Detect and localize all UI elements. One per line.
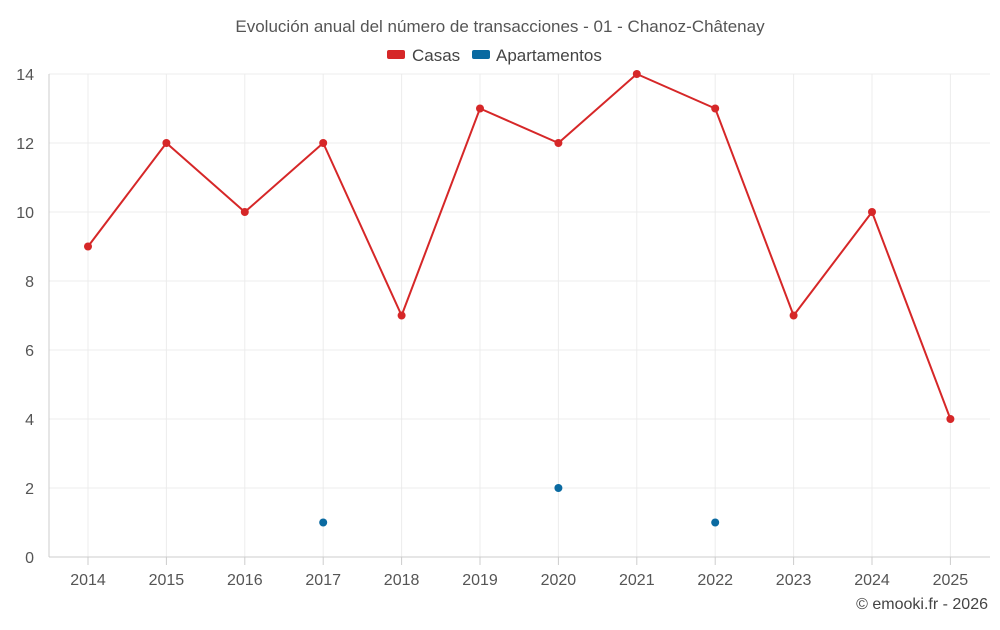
- axes: 0 2 4 6 8 10 12 14 2014 2015 2016 2017 2018 2019 2020 2…: [16, 67, 990, 589]
- series-apartamentos: [319, 484, 720, 527]
- legend-swatch-apartamentos: [472, 50, 490, 59]
- data-point-apartamentos: [711, 518, 720, 527]
- x-tick-label: 2018: [384, 572, 420, 589]
- data-point-casas: [789, 311, 798, 320]
- x-tick-label: 2025: [933, 572, 969, 589]
- x-tick-label: 2023: [776, 572, 812, 589]
- y-tick-label: 6: [25, 343, 34, 360]
- x-tick-label: 2015: [149, 572, 185, 589]
- data-point-casas: [84, 242, 92, 251]
- x-tick-label: 2020: [541, 572, 577, 589]
- x-tick-label: 2022: [697, 572, 733, 589]
- x-tick-label: 2021: [619, 572, 655, 589]
- grid: [49, 73, 990, 557]
- x-tick-label: 2019: [462, 572, 498, 589]
- data-point-casas: [632, 70, 641, 78]
- data-point-apartamentos: [554, 484, 563, 492]
- data-point-casas: [240, 208, 249, 216]
- legend-label-casas: Casas: [412, 46, 460, 65]
- data-point-casas: [946, 415, 955, 423]
- series-casas: [84, 70, 955, 423]
- data-point-casas: [162, 139, 171, 147]
- data-point-casas: [397, 311, 406, 320]
- y-tick-label: 12: [16, 136, 34, 153]
- y-tick-label: 0: [25, 550, 34, 567]
- legend-item-casas[interactable]: Casas: [387, 46, 460, 65]
- credit-text: © emooki.fr - 2026: [856, 596, 988, 613]
- legend-item-apartamentos[interactable]: Apartamentos: [472, 46, 602, 65]
- y-tick-label: 14: [16, 67, 34, 84]
- y-tick-label: 4: [25, 412, 34, 429]
- legend-swatch-casas: [387, 50, 405, 59]
- data-point-casas: [554, 139, 563, 147]
- y-tick-label: 2: [25, 481, 34, 498]
- data-point-casas: [476, 104, 484, 113]
- data-point-apartamentos: [319, 518, 328, 527]
- series-line-casas: [87, 73, 952, 420]
- x-tick-label: 2017: [305, 572, 341, 589]
- x-tick-label: 2016: [227, 572, 263, 589]
- y-tick-label: 8: [25, 274, 34, 291]
- y-tick-label: 10: [16, 205, 34, 222]
- chart-title: Evolución anual del número de transaccio…: [235, 17, 765, 36]
- data-point-casas: [319, 139, 328, 147]
- data-point-casas: [868, 208, 876, 216]
- legend-label-apartamentos: Apartamentos: [496, 46, 602, 65]
- x-tick-label: 2024: [854, 572, 890, 589]
- data-point-casas: [711, 104, 720, 113]
- series: [84, 70, 955, 527]
- legend: Casas Apartamentos: [387, 46, 602, 65]
- x-tick-label: 2014: [70, 572, 106, 589]
